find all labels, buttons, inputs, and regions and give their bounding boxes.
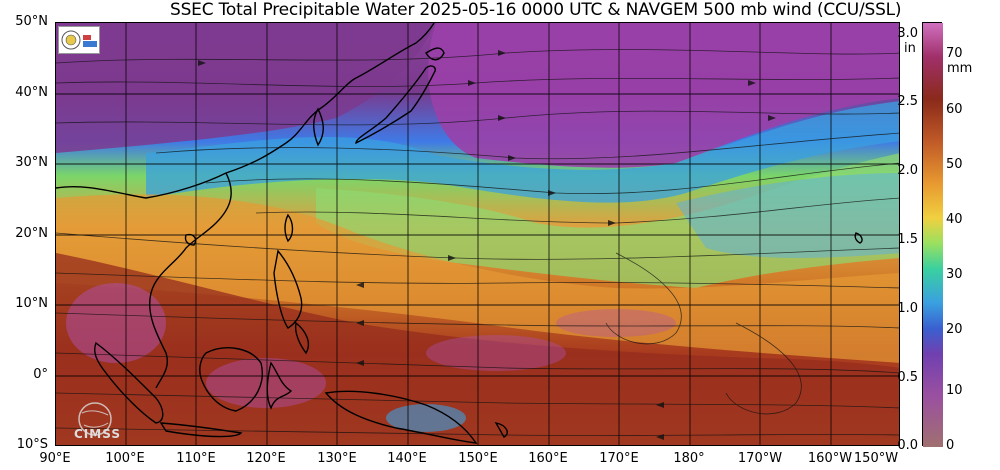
lon-label-120e: 120°E bbox=[246, 451, 286, 466]
cb-mm-50: 50 bbox=[946, 157, 963, 172]
cb-mm-0: 0 bbox=[946, 438, 955, 453]
lat-label-50n: 50°N bbox=[15, 14, 48, 29]
lat-label-10n: 10°N bbox=[15, 296, 48, 311]
page-title: SSEC Total Precipitable Water 2025-05-16… bbox=[170, 0, 902, 20]
lon-label-140e: 140°E bbox=[387, 451, 427, 466]
seal-icon bbox=[61, 30, 97, 50]
cb-mm-10: 10 bbox=[946, 383, 963, 398]
lat-label-10s: 10°S bbox=[16, 437, 48, 452]
tpw-map-graphic bbox=[56, 23, 899, 445]
cb-mm-40: 40 bbox=[946, 212, 963, 227]
cimss-text: CIMSS bbox=[74, 427, 121, 441]
cb-inch-unit: in bbox=[904, 41, 916, 56]
lon-label-100e: 100°E bbox=[105, 451, 145, 466]
globe-icon bbox=[78, 402, 112, 436]
cb-mm-60: 60 bbox=[946, 102, 963, 117]
cb-mm-30: 30 bbox=[946, 267, 963, 282]
tpw-map: CIMSS bbox=[55, 22, 900, 446]
ssec-logo bbox=[58, 26, 100, 54]
lon-label-160e: 160°E bbox=[528, 451, 568, 466]
cb-inch-1-5: 1.5 bbox=[897, 232, 918, 247]
cb-inch-2-5: 2.5 bbox=[897, 94, 918, 109]
cb-inch-0-5: 0.5 bbox=[897, 370, 918, 385]
lon-label-130e: 130°E bbox=[317, 451, 357, 466]
colorbar-gradient bbox=[923, 23, 943, 447]
cimss-logo: CIMSS bbox=[62, 401, 128, 441]
lon-label-160w: 160°W bbox=[807, 451, 853, 466]
lat-label-30n: 30°N bbox=[15, 155, 48, 170]
lon-label-170e: 170°E bbox=[599, 451, 639, 466]
colorbar bbox=[922, 22, 943, 447]
lon-label-150e: 150°E bbox=[458, 451, 498, 466]
lon-label-150w: 150°W bbox=[853, 451, 899, 466]
lat-label-20n: 20°N bbox=[15, 226, 48, 241]
lon-label-90e: 90°E bbox=[39, 451, 71, 466]
cb-mm-unit: mm bbox=[947, 61, 973, 76]
cb-inch-2-0: 2.0 bbox=[897, 163, 918, 178]
cb-inch-3-0: 3.0 bbox=[897, 26, 918, 41]
cb-mm-20: 20 bbox=[946, 322, 963, 337]
lon-label-170w: 170°W bbox=[737, 451, 783, 466]
cb-mm-70: 70 bbox=[946, 46, 963, 61]
lat-label-0: 0° bbox=[33, 367, 48, 382]
cb-inch-0-0: 0.0 bbox=[897, 438, 918, 453]
lat-label-40n: 40°N bbox=[15, 85, 48, 100]
lon-label-180: 180° bbox=[673, 451, 705, 466]
cb-inch-1-0: 1.0 bbox=[897, 301, 918, 316]
lon-label-110e: 110°E bbox=[176, 451, 216, 466]
